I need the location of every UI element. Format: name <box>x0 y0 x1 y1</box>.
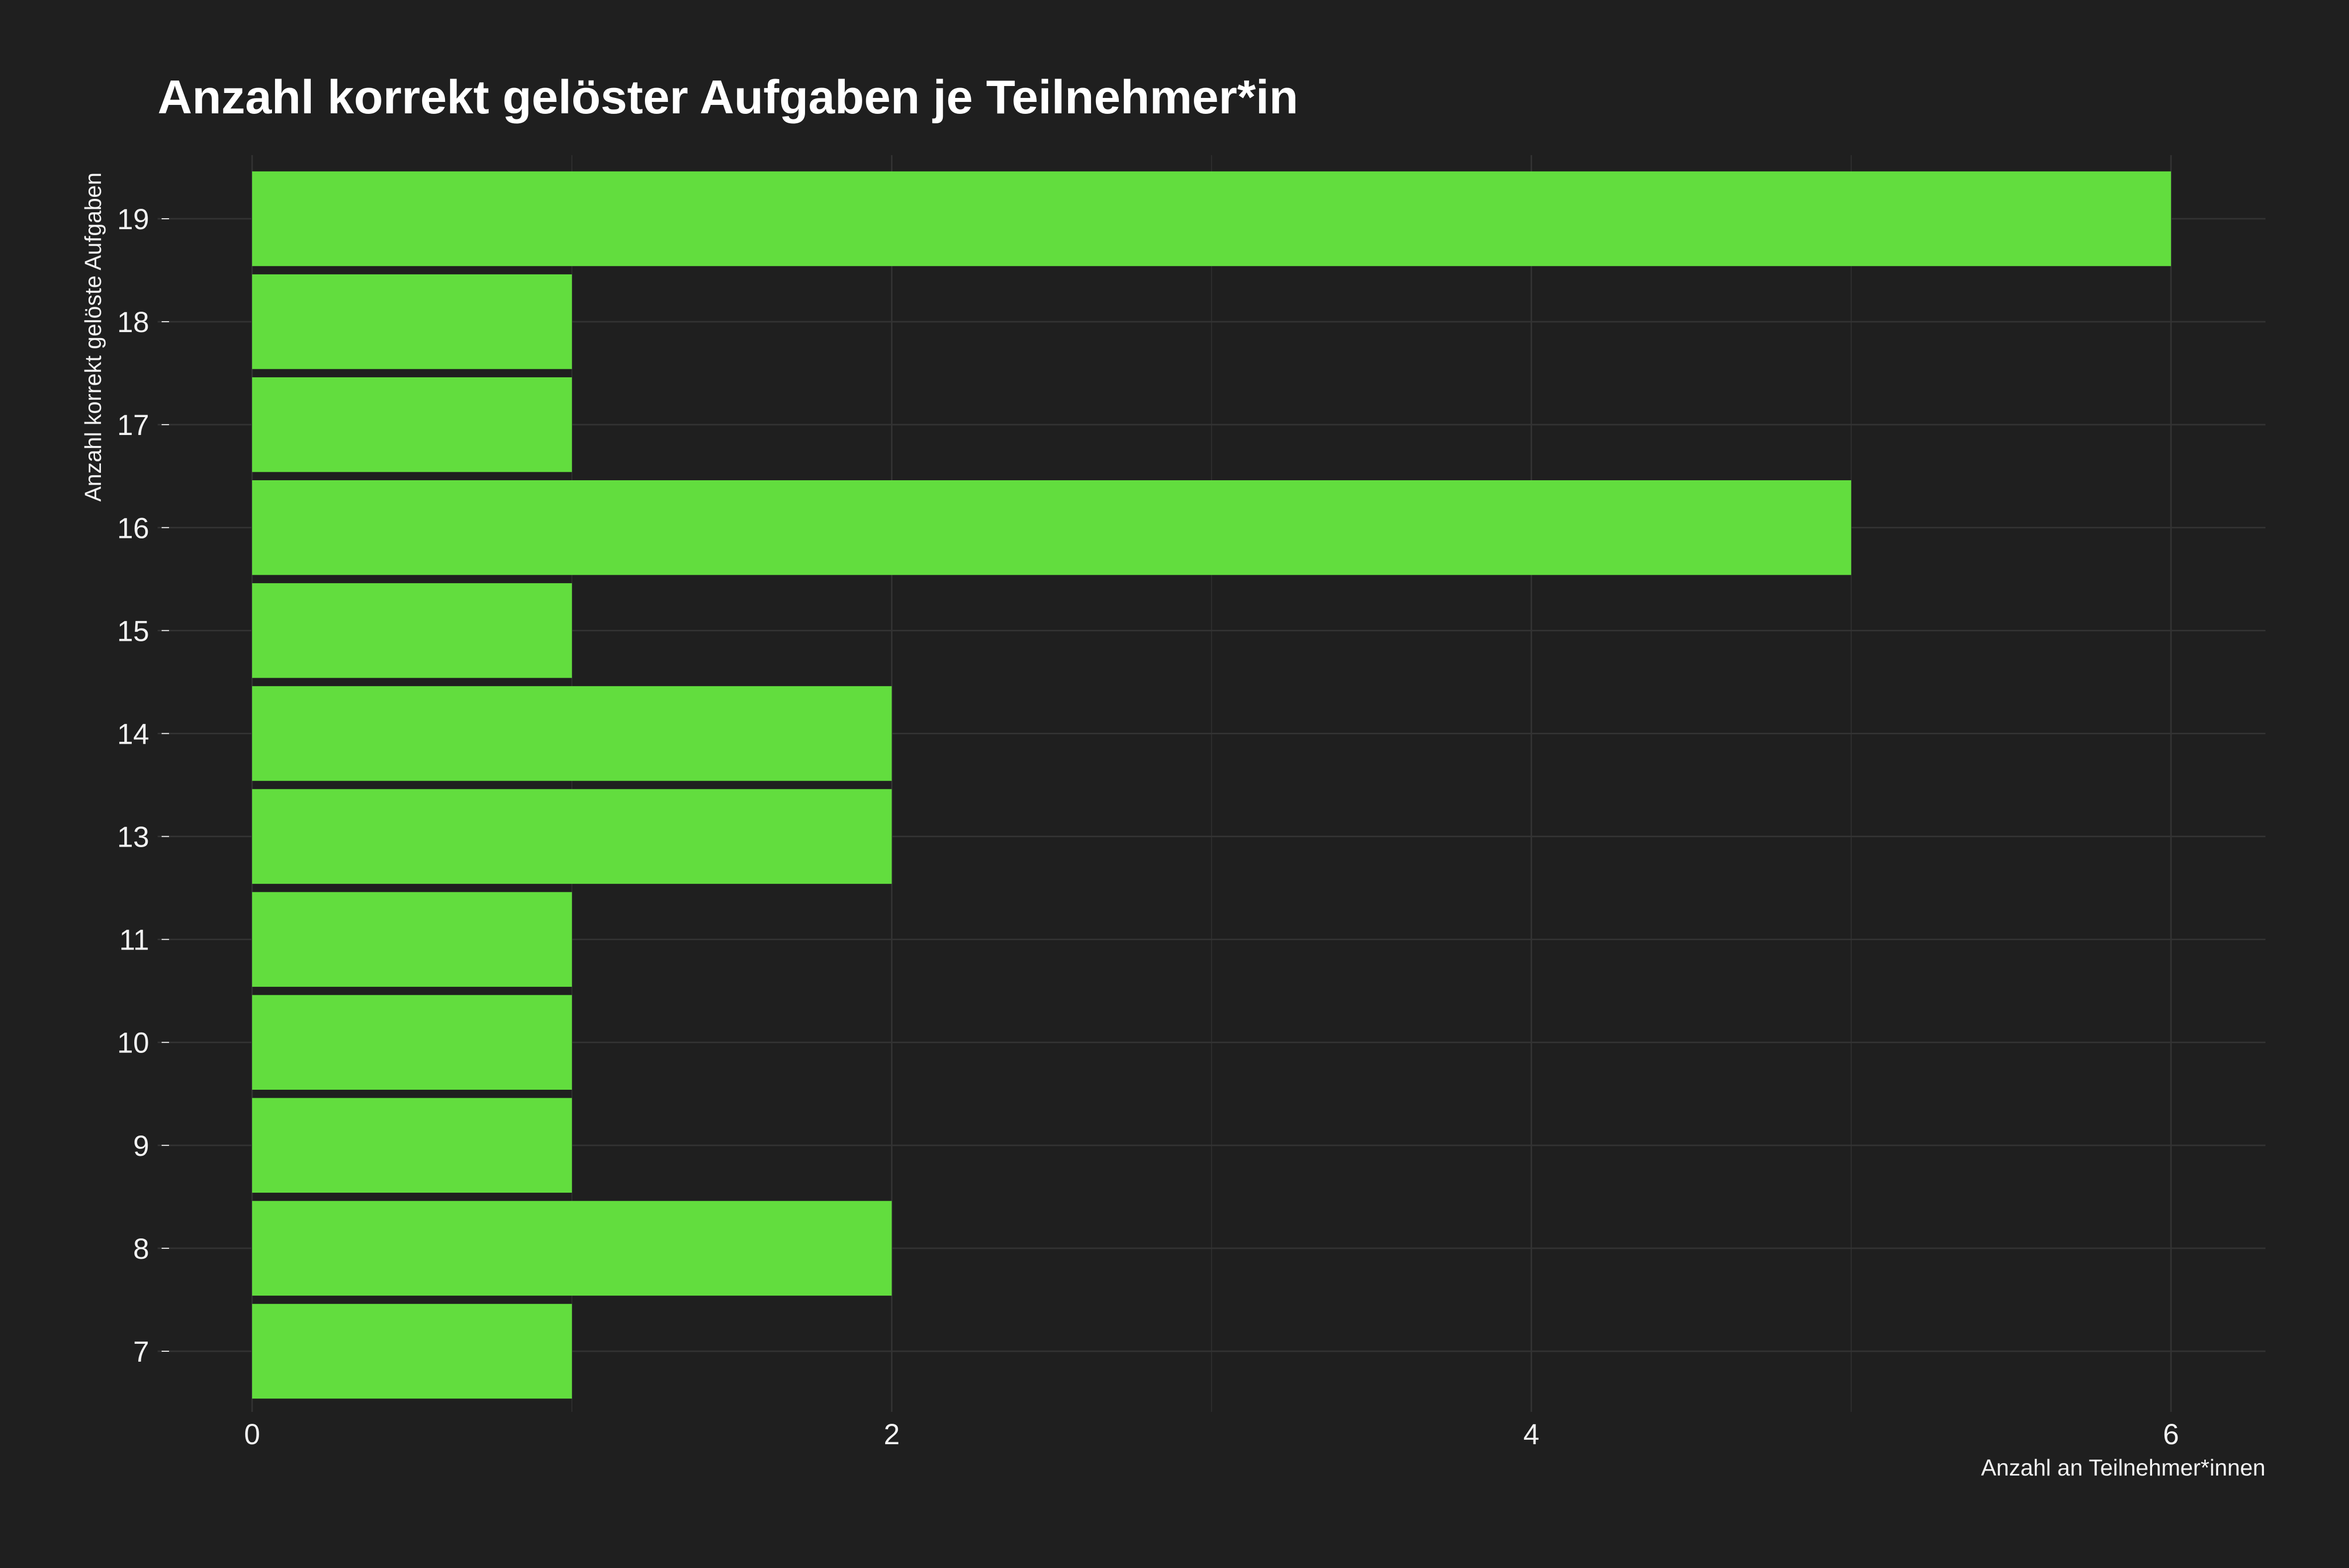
bar-9 <box>252 1098 572 1193</box>
x-axis-ticks: 0 2 4 6 <box>244 1418 2179 1451</box>
bar-13 <box>252 789 892 884</box>
y-tick-label: 8 <box>133 1233 149 1265</box>
y-tick-label: 13 <box>117 821 149 854</box>
bar-16 <box>252 480 1851 575</box>
y-tick-label: 11 <box>119 924 149 957</box>
chart-title: Anzahl korrekt gelöster Aufgaben je Teil… <box>158 71 1298 124</box>
x-axis-label: Anzahl an Teilnehmer*innen <box>1981 1455 2265 1481</box>
bar-7 <box>252 1304 572 1399</box>
x-tick-label: 0 <box>244 1418 260 1451</box>
bars <box>252 171 2171 1399</box>
x-tick-label: 4 <box>1524 1418 1539 1451</box>
bar-11 <box>252 892 572 987</box>
bar-18 <box>252 274 572 369</box>
bar-17 <box>252 377 572 472</box>
y-tick-label: 9 <box>133 1130 149 1162</box>
bar-14 <box>252 686 892 781</box>
y-tick-label: 14 <box>117 718 149 750</box>
bar-19 <box>252 171 2171 266</box>
bar-8 <box>252 1201 892 1296</box>
y-tick-label: 19 <box>117 203 149 236</box>
bar-10 <box>252 995 572 1090</box>
bar-15 <box>252 583 572 678</box>
y-axis-label: Anzahl korrekt gelöste Aufgaben <box>80 173 106 502</box>
y-axis-ticks: 7 8 9 10 11 13 14 15 16 17 18 19 <box>117 203 169 1368</box>
x-tick-label: 6 <box>2163 1418 2179 1451</box>
y-tick-label: 7 <box>133 1336 149 1368</box>
y-tick-label: 10 <box>117 1027 149 1059</box>
y-tick-label: 15 <box>117 615 149 647</box>
y-tick-label: 16 <box>117 512 149 544</box>
y-tick-label: 18 <box>117 306 149 339</box>
y-tick-label: 17 <box>117 409 149 441</box>
x-tick-label: 2 <box>884 1418 900 1451</box>
